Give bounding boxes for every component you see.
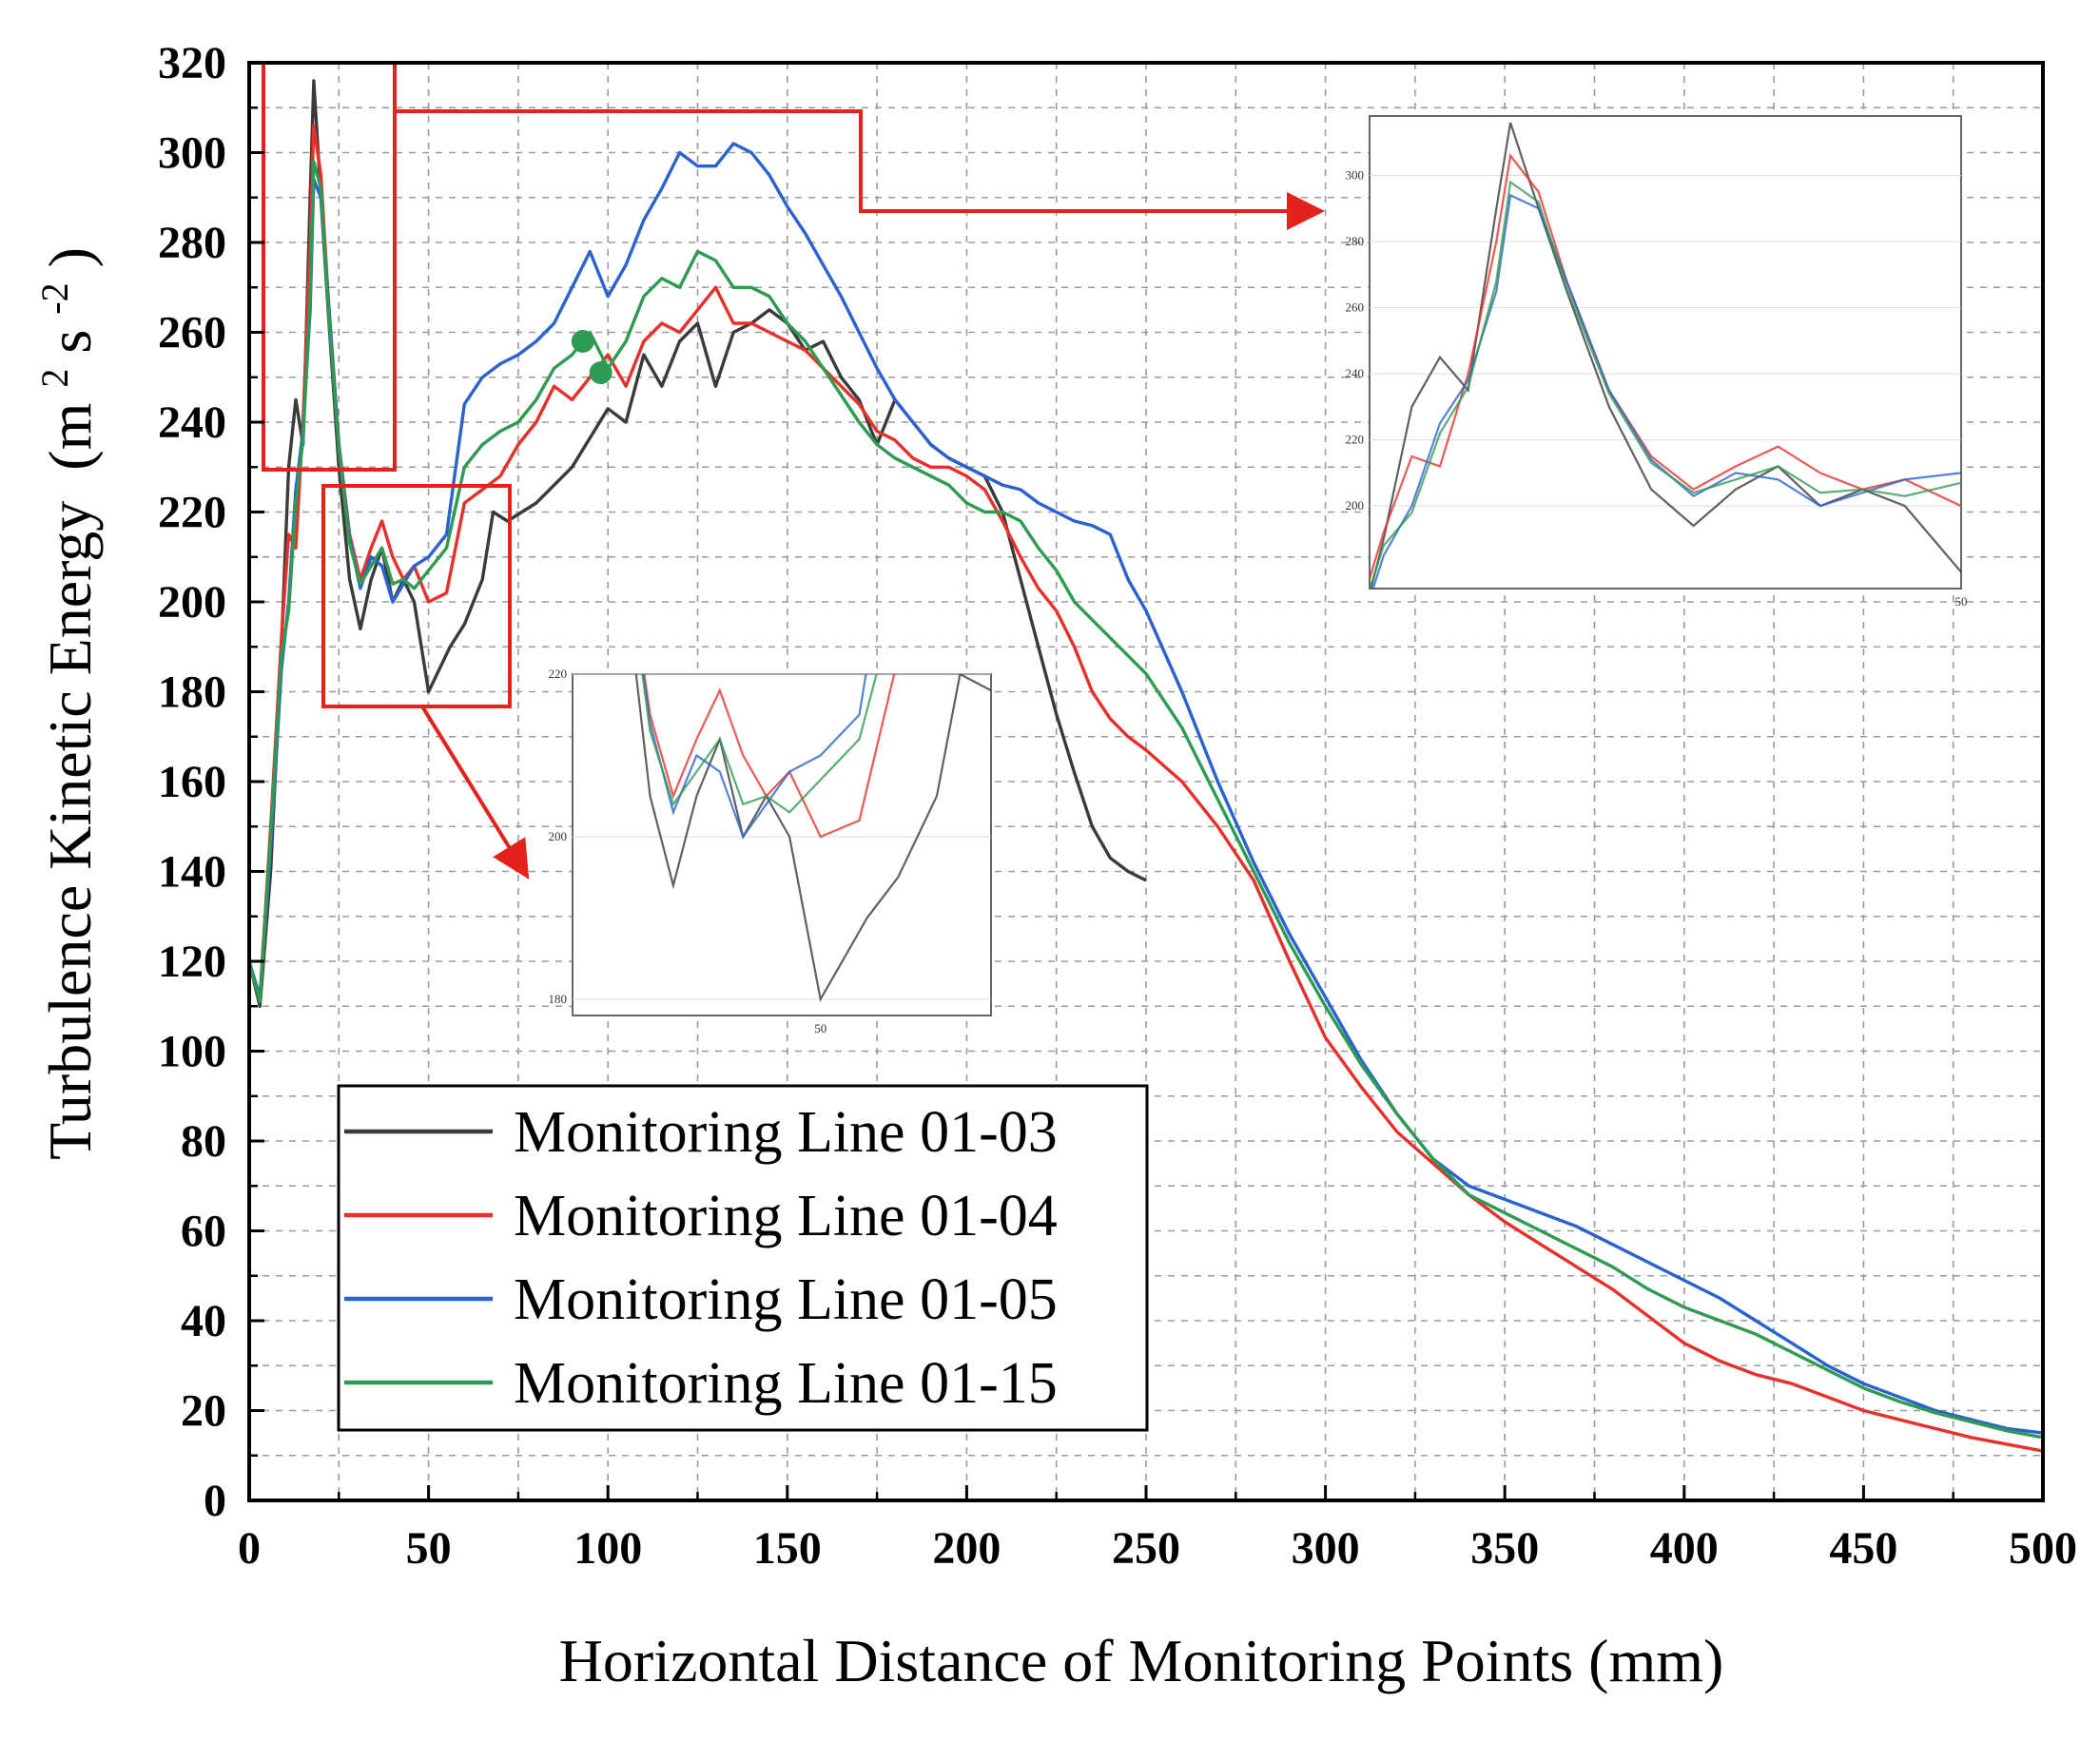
legend-label-3: Monitoring Line 01-05 bbox=[514, 1267, 1058, 1332]
y-axis-title-unit-close: ) bbox=[36, 247, 104, 267]
y-tick-label: 120 bbox=[158, 937, 226, 987]
y-tick-label: 260 bbox=[158, 308, 226, 358]
inset-y-tick-label: 260 bbox=[1346, 300, 1365, 315]
series-marker bbox=[571, 329, 594, 353]
inset-y-tick-label: 200 bbox=[549, 829, 568, 843]
inset-series-line-3 bbox=[642, 674, 867, 840]
series-marker bbox=[589, 361, 612, 385]
inset-series-line-4 bbox=[1370, 180, 1961, 589]
inset-x-tick-label: 50 bbox=[814, 1021, 826, 1035]
inset-y-tick-label: 200 bbox=[1346, 498, 1365, 513]
y-tick-label: 220 bbox=[158, 488, 226, 538]
y-tick-label: 200 bbox=[158, 577, 226, 628]
legend-label-4: Monitoring Line 01-15 bbox=[514, 1351, 1058, 1416]
legend-label-1: Monitoring Line 01-03 bbox=[514, 1100, 1058, 1165]
insets: 200 220 240 260 280 300 50 180 200 220 50 bbox=[549, 115, 1968, 1035]
y-tick-label: 40 bbox=[181, 1296, 226, 1346]
inset-zoom-peak: 200 220 240 260 280 300 50 bbox=[1346, 115, 1968, 609]
x-tick-label: 300 bbox=[1292, 1523, 1360, 1574]
inset-series-group bbox=[1370, 122, 1961, 589]
x-axis-title: Horizontal Distance of Monitoring Points… bbox=[559, 1627, 1724, 1694]
series-line-3 bbox=[247, 142, 2044, 1435]
x-tick-label: 100 bbox=[574, 1523, 642, 1574]
y-tick-label: 280 bbox=[158, 218, 226, 268]
x-tick-label: 350 bbox=[1470, 1523, 1539, 1574]
series-line-2 bbox=[247, 124, 2044, 1453]
inset-y-tick-label: 240 bbox=[1346, 366, 1365, 380]
legend-label-2: Monitoring Line 01-04 bbox=[514, 1184, 1058, 1248]
y-axis-title-main: Turbulence Kinetic Energy bbox=[36, 501, 104, 1160]
y-tick-label: 60 bbox=[181, 1207, 226, 1257]
axes: 0 50 100 150 200 250 300 350 400 450 500 0 20 40 60 80 1… bbox=[158, 38, 2077, 1574]
inset-frame bbox=[572, 673, 992, 1016]
x-tick-label: 200 bbox=[932, 1523, 1001, 1574]
y-axis-title: Turbulence Kinetic Energy (m 2 s -2 ) bbox=[13, 247, 104, 1160]
y-tick-label: 180 bbox=[158, 667, 226, 718]
y-tick-label: 100 bbox=[158, 1027, 226, 1077]
y-tick-label: 80 bbox=[181, 1116, 226, 1167]
x-tick-label: 50 bbox=[406, 1523, 452, 1574]
y-tick-label: 140 bbox=[158, 847, 226, 898]
inset-y-tick-label: 280 bbox=[1346, 234, 1365, 248]
y-axis-title-unit-exp1: 2 bbox=[33, 369, 76, 388]
inset-series-line-3 bbox=[1371, 193, 1961, 589]
x-tick-label: 450 bbox=[1829, 1523, 1897, 1574]
y-tick-label: 160 bbox=[158, 757, 226, 807]
y-tick-label: 0 bbox=[204, 1476, 226, 1526]
inset-series-group bbox=[634, 674, 991, 1003]
legend-box bbox=[337, 1084, 1149, 1432]
inset-series-line-1 bbox=[1370, 122, 1961, 589]
inset-y-tick-label: 220 bbox=[549, 667, 568, 681]
y-tick-label: 320 bbox=[158, 38, 226, 88]
y-axis-title-unit-open: (m bbox=[36, 403, 104, 471]
inset-frame bbox=[1369, 115, 1962, 590]
y-axis-title-unit-exp2: -2 bbox=[33, 282, 76, 314]
series-line-4 bbox=[247, 160, 2044, 1440]
x-tick-label: 500 bbox=[2009, 1523, 2077, 1574]
zoom-arrow-peak bbox=[395, 109, 1325, 230]
y-axis-title-unit-s: s bbox=[36, 330, 104, 354]
x-tick-label: 0 bbox=[238, 1523, 261, 1574]
x-tick-label: 150 bbox=[753, 1523, 822, 1574]
y-tick-label: 300 bbox=[158, 128, 226, 179]
inset-y-tick-label: 300 bbox=[1346, 168, 1365, 183]
series-group bbox=[247, 79, 2044, 1453]
legend: Monitoring Line 01-03 Monitoring Line 01-… bbox=[337, 1084, 1149, 1432]
inset-series-line-4 bbox=[641, 674, 878, 814]
inset-y-tick-label: 220 bbox=[1346, 433, 1365, 447]
x-tick-label: 250 bbox=[1112, 1523, 1180, 1574]
zoom-box-valley bbox=[321, 484, 512, 708]
inset-y-tick-label: 180 bbox=[549, 992, 568, 1006]
inset-zoom-valley: 180 200 220 50 bbox=[549, 667, 992, 1035]
x-tick-label: 400 bbox=[1650, 1523, 1719, 1574]
inset-series-line-2 bbox=[643, 674, 896, 839]
y-tick-label: 20 bbox=[181, 1386, 226, 1437]
zoom-arrow-valley bbox=[420, 705, 530, 880]
y-tick-label: 240 bbox=[158, 397, 226, 448]
inset-x-tick-label: 50 bbox=[1955, 594, 1968, 609]
